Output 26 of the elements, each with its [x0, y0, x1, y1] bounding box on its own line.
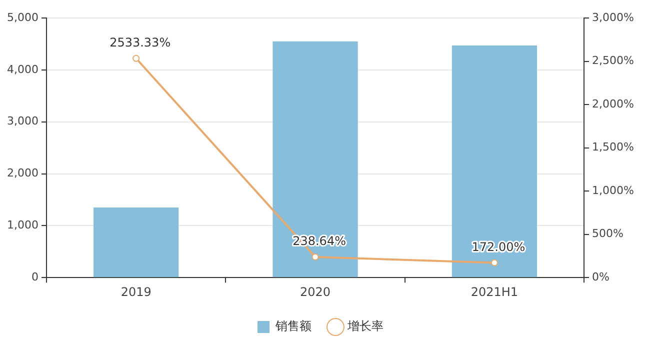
legend-label: 增长率 — [346, 319, 384, 334]
y-tick-label: 3,000 — [6, 114, 38, 128]
y-tick-label: 1,000 — [6, 218, 38, 232]
y2-tick-label: 1,000% — [592, 184, 634, 197]
y2-tick-label: 1,500% — [592, 140, 634, 154]
y-tick-label: 5,000 — [6, 10, 38, 24]
x-tick-label: 2021H1 — [470, 284, 518, 299]
y-tick-label: 0 — [31, 270, 38, 284]
bar — [452, 46, 538, 278]
y-tick-label: 4,000 — [6, 62, 38, 76]
data-label: 2533.33% — [110, 36, 171, 50]
point — [132, 54, 140, 62]
y2-tick-label: 2,500% — [592, 54, 634, 68]
y-tick-label: 2,000 — [6, 166, 38, 180]
x-tick-label: 2020 — [300, 284, 331, 299]
bar — [94, 208, 179, 278]
legend-label: 销售额 — [274, 319, 312, 334]
y2-tick-label: 500% — [592, 227, 624, 240]
data-label: 172.00% — [472, 240, 526, 254]
bar — [272, 41, 358, 278]
y2-tick-label: 3,000% — [592, 10, 634, 24]
point — [312, 253, 319, 260]
x-tick-label: 2019 — [120, 284, 152, 299]
y2-tick-label: 2,000% — [592, 97, 634, 110]
point — [490, 259, 498, 266]
y2-tick-label: 0% — [592, 270, 610, 284]
